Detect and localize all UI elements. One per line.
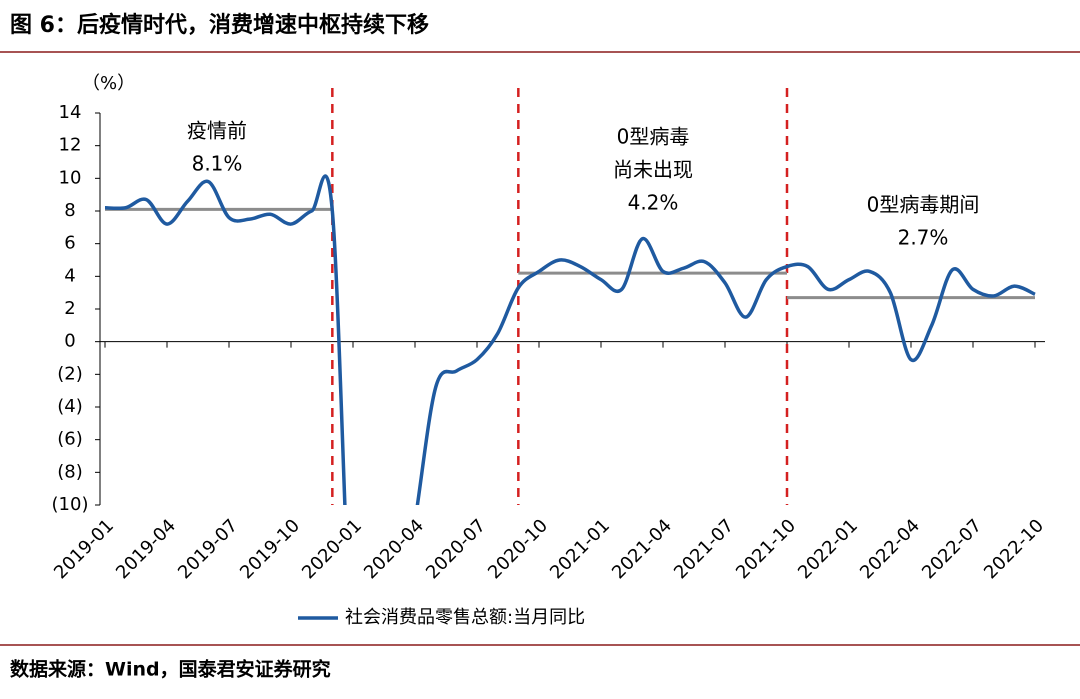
- y-unit: （%）: [82, 73, 135, 94]
- y-tick-label: 10: [59, 167, 82, 188]
- period-label: 疫情前: [187, 119, 247, 143]
- y-tick-label: 2: [64, 298, 75, 319]
- x-tick-label: 2021-04: [608, 515, 676, 583]
- period-label: 0型病毒期间: [867, 193, 980, 217]
- period-value-label: 4.2%: [628, 191, 679, 215]
- y-tick-label: (2): [57, 363, 83, 384]
- y-tick-label: (8): [57, 461, 83, 482]
- source: 数据来源：Wind，国泰君安证券研究: [10, 658, 331, 681]
- y-tick-label: 12: [59, 135, 82, 156]
- x-tick-label: 2020-10: [484, 515, 552, 583]
- series-line: [104, 174, 1036, 505]
- period-value-label: 8.1%: [192, 152, 243, 176]
- y-tick-label: 4: [64, 265, 75, 286]
- x-tick-label: 2019-07: [174, 515, 242, 583]
- x-tick-label: 2021-01: [546, 515, 614, 583]
- chart-title: 图 6：后疫情时代，消费增速中枢持续下移: [10, 12, 429, 38]
- x-tick-label: 2019-04: [112, 515, 180, 583]
- period-value-label: 2.7%: [898, 226, 949, 250]
- y-tick-label: 8: [64, 200, 75, 221]
- x-tick-label: 2022-10: [980, 515, 1048, 583]
- y-tick-label: 6: [64, 233, 75, 254]
- legend-label: 社会消费品零售总额:当月同比: [345, 607, 585, 628]
- x-tick-label: 2020-04: [360, 515, 428, 583]
- x-tick-label: 2019-01: [50, 515, 118, 583]
- x-tick-label: 2022-01: [794, 515, 862, 583]
- y-tick-label: (4): [57, 396, 83, 417]
- x-tick-label: 2020-01: [298, 515, 366, 583]
- x-tick-label: 2020-07: [422, 515, 490, 583]
- y-tick-label: (10): [52, 494, 89, 515]
- x-tick-label: 2019-10: [236, 515, 304, 583]
- x-tick-label: 2021-10: [732, 515, 800, 583]
- y-tick-label: (6): [57, 429, 83, 450]
- period-label: 0型病毒: [617, 125, 690, 149]
- x-tick-label: 2022-07: [918, 515, 986, 583]
- y-tick-label: 14: [59, 102, 82, 123]
- period-label: 尚未出现: [613, 158, 693, 182]
- y-tick-label: 0: [64, 331, 75, 352]
- x-tick-label: 2022-04: [856, 515, 924, 583]
- x-tick-label: 2021-07: [670, 515, 738, 583]
